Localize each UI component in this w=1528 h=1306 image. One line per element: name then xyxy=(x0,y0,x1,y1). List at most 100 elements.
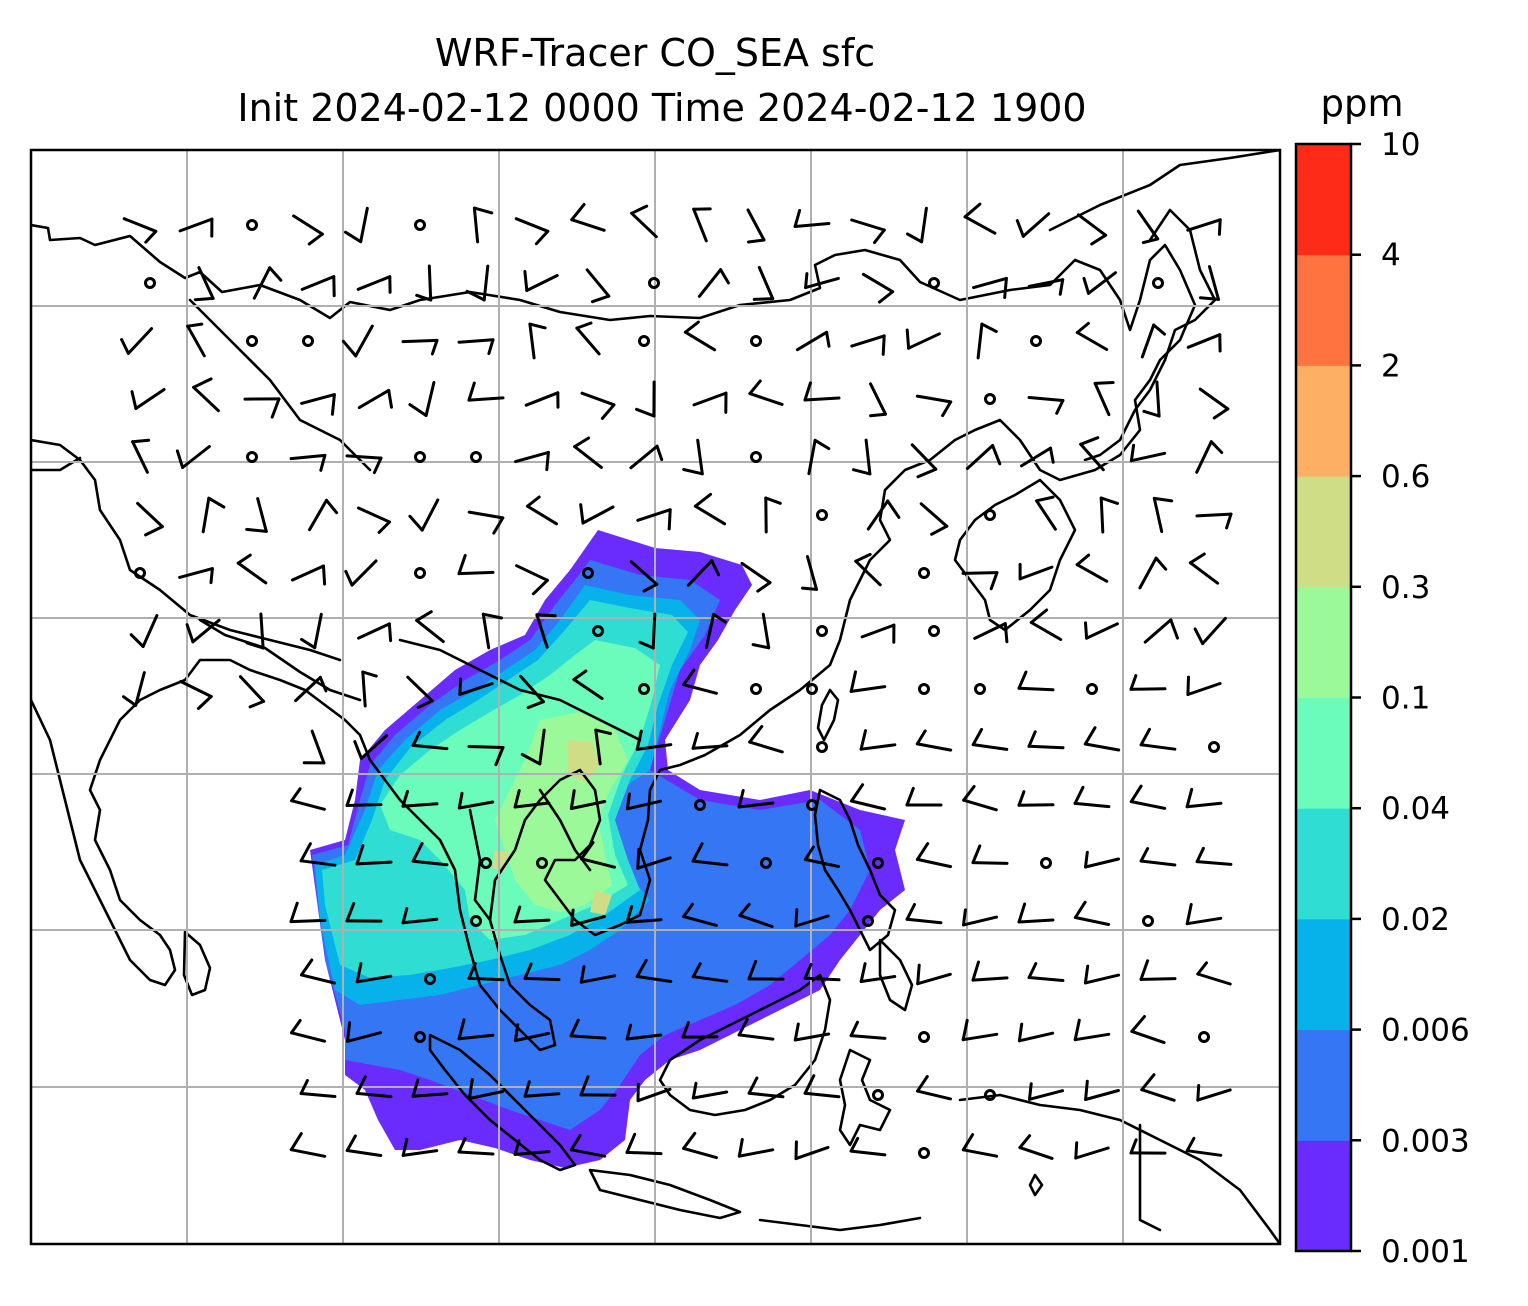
wind-barb xyxy=(1186,333,1222,349)
wind-barb-feather xyxy=(1129,1138,1138,1155)
wind-barb-feather xyxy=(570,202,586,222)
wind-barb-feather xyxy=(962,785,976,802)
wind-barb xyxy=(535,613,549,649)
wind-barb xyxy=(636,1087,672,1103)
wind-barb xyxy=(361,670,367,708)
wind-barb-feather xyxy=(144,525,164,537)
wind-barb-feather xyxy=(752,297,775,301)
wind-barb xyxy=(693,504,727,526)
wind-barb xyxy=(594,728,602,766)
wind-barb xyxy=(136,501,164,529)
wind-barb-feather xyxy=(289,901,299,924)
plume-level-0.3 xyxy=(492,740,612,915)
colorbar-tick-label: 0.3 xyxy=(1381,570,1430,606)
wind-barb xyxy=(294,675,322,703)
wind-barb xyxy=(1073,916,1111,926)
colorbar-box xyxy=(1296,365,1351,477)
wind-barb-feather xyxy=(387,622,393,643)
wind-barb-feather xyxy=(300,637,317,650)
wind-barb-feather xyxy=(579,1075,590,1097)
wind-barb xyxy=(1079,442,1105,472)
wind-barb-feather xyxy=(693,492,713,508)
wind-barb-feather xyxy=(377,520,391,534)
wind-barb-feather xyxy=(1217,218,1222,236)
wind-barb-feather xyxy=(849,1020,859,1038)
wind-barb xyxy=(401,802,439,808)
wind-barb xyxy=(126,327,154,355)
wind-barb-feather xyxy=(1084,621,1089,640)
wind-barb xyxy=(683,330,717,352)
wind-barb-feather xyxy=(513,905,522,924)
wind-barb-feather xyxy=(465,289,486,302)
wind-barb xyxy=(310,729,326,765)
wind-barb-feather xyxy=(859,729,867,751)
wind-barb xyxy=(803,396,841,402)
wind-barb-feather xyxy=(1186,675,1190,696)
wind-barb xyxy=(915,857,953,869)
wind-barb-feather xyxy=(345,902,356,923)
wind-barb xyxy=(355,974,393,984)
wind-barb xyxy=(803,858,841,868)
wind-barb xyxy=(915,742,953,752)
wind-barb xyxy=(357,506,391,524)
wind-barb-feather xyxy=(415,610,433,622)
wind-barb xyxy=(864,438,872,476)
wind-barb xyxy=(1196,972,1232,986)
wind-barb xyxy=(850,218,886,232)
wind-barb-feather xyxy=(915,729,927,746)
wind-barb xyxy=(467,1090,505,1100)
wind-barb xyxy=(191,618,221,644)
wind-barb-feather xyxy=(185,623,195,644)
wind-barb xyxy=(401,338,439,344)
wind-barb-feather xyxy=(1139,847,1150,863)
wind-barb-feather xyxy=(520,753,542,766)
wind-barb xyxy=(682,683,718,695)
wind-barb xyxy=(794,914,830,928)
wind-barb xyxy=(122,217,158,233)
wind-barb-feather xyxy=(494,746,505,767)
wind-barb xyxy=(401,917,439,925)
wind-barb-feather xyxy=(825,330,831,348)
wind-barb-feather xyxy=(916,963,921,986)
wind-barb xyxy=(696,438,704,476)
wind-barb xyxy=(1130,1029,1166,1045)
wind-barb-feather xyxy=(1083,964,1090,985)
wind-barb-feather xyxy=(915,842,930,861)
wind-barb-feather xyxy=(980,322,998,333)
calm-wind-marker xyxy=(536,857,548,869)
wind-barb-feather xyxy=(625,792,631,811)
wind-barb xyxy=(625,1150,663,1156)
wind-barb xyxy=(513,1031,551,1043)
wind-barb-feather xyxy=(575,321,593,330)
wind-barb xyxy=(971,976,1009,982)
wind-barb xyxy=(350,559,378,587)
wind-barb xyxy=(481,612,491,650)
wind-barb-feather xyxy=(682,668,696,687)
wind-barb-feather xyxy=(1139,727,1151,747)
wind-barb-feather xyxy=(580,841,595,861)
wind-barb-feather xyxy=(1198,296,1220,301)
wind-barb-feather xyxy=(513,1023,520,1043)
wind-barb-feather xyxy=(416,699,434,709)
calm-wind-marker xyxy=(470,915,482,927)
wind-barb-feather xyxy=(120,338,130,355)
wind-barb-feather xyxy=(1129,784,1143,804)
wind-barb xyxy=(573,445,603,469)
wind-barb-feather xyxy=(635,729,643,751)
colorbar-boxes xyxy=(1296,144,1351,1252)
wind-barb-feather xyxy=(1196,961,1208,976)
wind-barb xyxy=(256,497,268,533)
wind-barb xyxy=(629,444,659,470)
wind-barb-feather xyxy=(531,578,549,596)
wind-barb-feather xyxy=(683,320,700,334)
wind-barb xyxy=(737,1033,775,1041)
calm-wind-marker xyxy=(694,799,706,811)
wind-barb-feather xyxy=(457,791,464,810)
wind-barb-feather xyxy=(1154,556,1168,571)
wind-barb-feather xyxy=(573,436,591,449)
wind-barb-feather xyxy=(1093,381,1115,385)
colorbar-box xyxy=(1296,697,1351,809)
wind-barb xyxy=(965,444,995,470)
wind-barb xyxy=(411,1092,449,1098)
wind-barb-feather xyxy=(401,907,409,925)
